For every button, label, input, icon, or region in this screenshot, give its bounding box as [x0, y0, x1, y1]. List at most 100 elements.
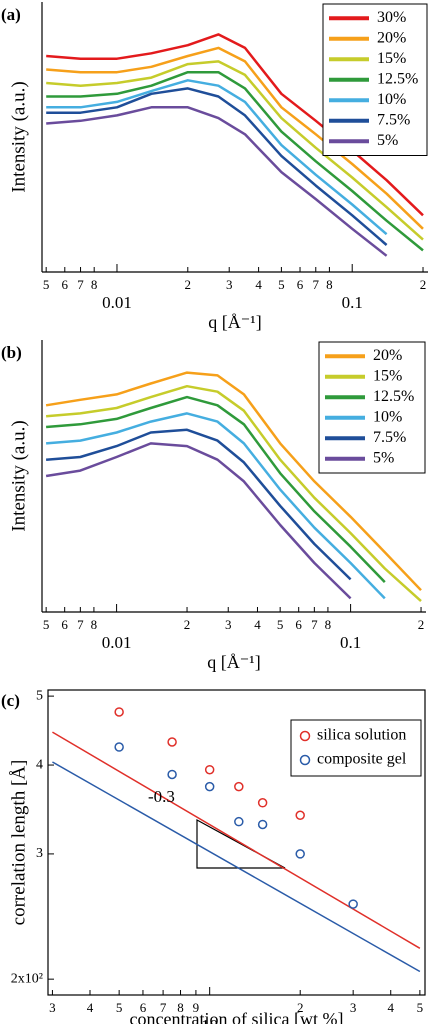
x-tick-label: 6 [140, 1000, 147, 1015]
x-tick-label: 6 [61, 617, 68, 632]
legend-box [290, 719, 422, 777]
x-tick-label: 6 [297, 277, 304, 292]
x-tick-label: 2 [418, 617, 425, 632]
x-tick-label: 3 [225, 617, 232, 632]
panel-label: (a) [1, 5, 21, 24]
plot-frame [47, 689, 426, 996]
point [295, 810, 305, 820]
curve [45, 371, 422, 592]
x-tick-label: 5 [43, 277, 50, 292]
y-tick-label: 5 [36, 688, 43, 703]
legend-label: 10% [377, 91, 406, 108]
legend-label: 10% [373, 408, 402, 425]
point [257, 798, 268, 808]
legend-label: 12.5% [377, 70, 418, 87]
x-tick-label: 5 [43, 617, 50, 632]
point [204, 781, 215, 792]
curve [46, 60, 424, 241]
curve [46, 428, 352, 581]
point [234, 781, 244, 792]
x-tick-label: 5 [417, 1000, 424, 1015]
x-tick-label: 4 [254, 617, 261, 632]
fit-line [52, 761, 421, 973]
legend-label: 20% [373, 347, 402, 364]
x-tick-label: 8 [91, 617, 98, 632]
x-tick-label: 10 [201, 1016, 218, 1024]
x-tick-label: 6 [62, 277, 69, 292]
point [114, 707, 124, 717]
legend-label: 30% [377, 9, 406, 26]
x-tick-label: 8 [326, 277, 333, 292]
legend-marker [299, 754, 311, 766]
x-axis-label: concentration of silica [wt %] [130, 1009, 344, 1024]
fit-line [52, 731, 421, 949]
x-tick-label: 0.01 [102, 293, 132, 312]
curve [46, 87, 388, 246]
x-tick-label: 7 [77, 277, 84, 292]
x-tick-label: 7 [313, 277, 320, 292]
x-tick-label: 5 [277, 617, 284, 632]
legend-label: 15% [377, 50, 406, 67]
point [234, 816, 244, 827]
curve [46, 106, 388, 257]
x-tick-label: 7 [77, 617, 84, 632]
x-tick-label: 2 [297, 1000, 304, 1015]
x-axis-label: q [Å⁻¹] [208, 312, 261, 332]
legend-label: 7.5% [377, 111, 410, 128]
point [167, 737, 177, 747]
x-tick-label: 7 [311, 617, 318, 632]
x-tick-label: 0.1 [342, 293, 363, 312]
x-tick-label: 3 [226, 277, 233, 292]
curve [46, 79, 388, 236]
slope-label: -0.3 [148, 787, 175, 806]
x-tick-label: 2 [184, 617, 191, 632]
point [348, 899, 358, 909]
panel-label: (c) [1, 691, 20, 710]
legend-marker [299, 730, 311, 742]
legend-label: 7.5% [373, 429, 406, 446]
x-tick-label: 7 [160, 1000, 167, 1015]
x-tick-label: 6 [295, 617, 302, 632]
y-tick-label: 3 [36, 846, 43, 861]
point [167, 769, 177, 780]
x-tick-label: 0.01 [102, 633, 132, 652]
x-tick-label: 4 [387, 1000, 394, 1015]
point [204, 764, 215, 775]
x-tick-label: 9 [193, 1000, 200, 1015]
panel-label: (b) [1, 343, 22, 362]
y-axis-label: correlation length [Å] [8, 760, 29, 926]
x-tick-label: 8 [325, 617, 332, 632]
x-tick-label: 8 [177, 1000, 184, 1015]
y-axis-label: Intensity (a.u.) [8, 420, 29, 531]
x-tick-label: 5 [278, 277, 285, 292]
curve [46, 46, 424, 230]
legend-label: silica solution [317, 727, 406, 744]
point [295, 849, 305, 859]
x-axis-label: q [Å⁻¹] [207, 652, 260, 672]
x-tick-label: 8 [91, 277, 98, 292]
x-tick-label: 3 [350, 1000, 357, 1015]
legend-label: 12.5% [373, 388, 414, 405]
y-tick-label: 2x10² [11, 971, 43, 986]
x-tick-label: 3 [49, 1000, 56, 1015]
curve [45, 384, 422, 603]
legend-label: 15% [373, 367, 402, 384]
point [114, 742, 124, 752]
legend-label: 5% [377, 132, 398, 149]
x-tick-label: 4 [255, 277, 262, 292]
x-tick-label: 2 [420, 277, 427, 292]
legend-label: 20% [377, 29, 406, 46]
curve [46, 70, 424, 252]
curve [46, 395, 386, 583]
x-tick-label: 5 [116, 1000, 123, 1015]
curve [45, 412, 386, 600]
x-tick-label: 4 [87, 1000, 94, 1015]
legend-label: 5% [373, 449, 394, 466]
point [257, 819, 268, 830]
x-tick-label: 2 [185, 277, 192, 292]
y-tick-label: 4 [36, 757, 43, 772]
x-tick-label: 0.1 [340, 633, 361, 652]
y-axis-label: Intensity (a.u.) [8, 81, 29, 192]
legend-label: composite gel [317, 751, 407, 768]
